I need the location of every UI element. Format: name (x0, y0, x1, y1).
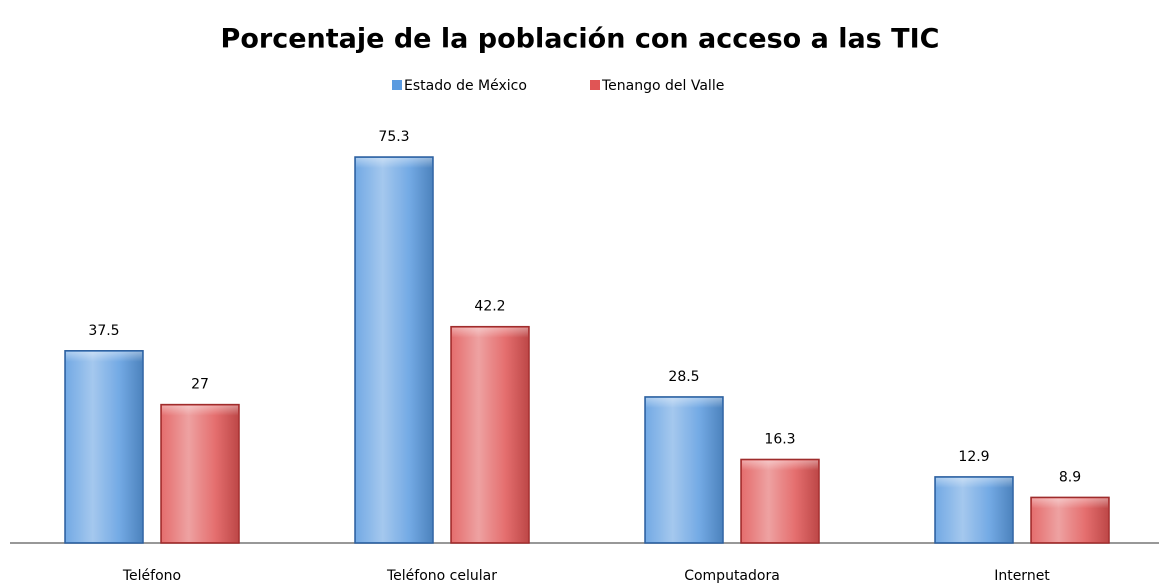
bar-shine (66, 351, 142, 542)
chart-title: Porcentaje de la población con acceso a … (221, 24, 940, 55)
bar-shine (742, 460, 818, 471)
bar-shine (452, 327, 528, 338)
x-tick-label: Computadora (684, 568, 780, 584)
data-label: 75.3 (378, 129, 409, 145)
bar-shine (646, 397, 722, 408)
bar-shine (936, 477, 1012, 542)
bar-shine (1032, 498, 1108, 509)
data-label: 37.5 (88, 323, 119, 339)
data-label: 28.5 (668, 369, 699, 385)
bar-shine (162, 405, 238, 416)
legend-swatch (590, 80, 600, 90)
data-label: 8.9 (1059, 469, 1081, 485)
bar-shine (742, 460, 818, 542)
bar-shine (356, 158, 432, 542)
bar-shine (452, 327, 528, 542)
data-label: 12.9 (958, 449, 989, 465)
legend-label: Estado de México (404, 78, 527, 94)
bar-shine (646, 397, 722, 542)
x-tick-label: Internet (994, 568, 1050, 584)
data-label: 16.3 (764, 431, 795, 447)
bar-shine (162, 405, 238, 542)
data-label: 42.2 (474, 299, 505, 315)
x-tick-label: Teléfono celular (386, 568, 497, 584)
bar-shine (936, 477, 1012, 488)
data-label: 27 (191, 377, 209, 393)
x-tick-label: Teléfono (122, 568, 181, 584)
legend-label: Tenango del Valle (601, 78, 724, 94)
bar-shine (66, 351, 142, 362)
bar-shine (356, 158, 432, 168)
legend-swatch (392, 80, 402, 90)
